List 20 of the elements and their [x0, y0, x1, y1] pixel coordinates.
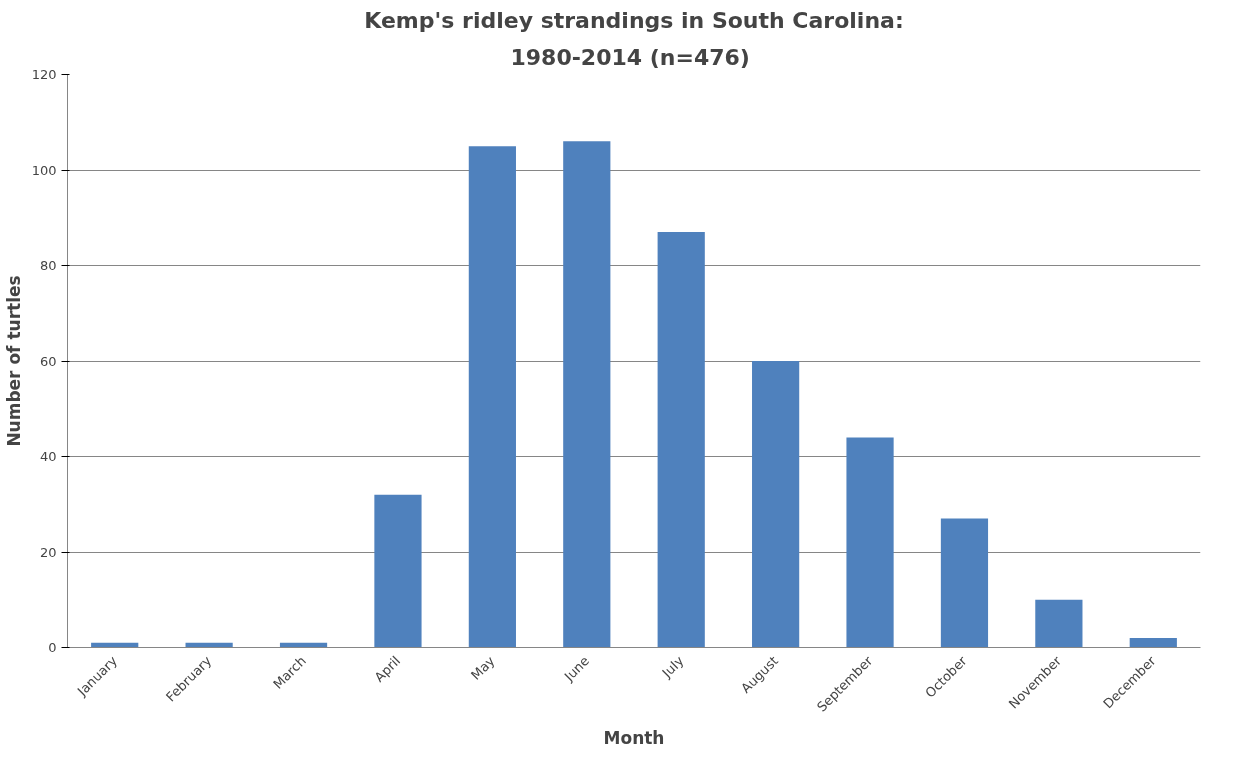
chart-title: Kemp's ridley strandings in South Carolina:	[364, 7, 904, 33]
bar	[940, 518, 989, 648]
y-tick-label: 40	[39, 449, 57, 464]
y-tick-label: 100	[31, 162, 57, 178]
bar	[563, 141, 611, 648]
bar	[374, 494, 422, 648]
bar	[468, 146, 516, 648]
y-tick-label: 120	[31, 67, 57, 82]
bar	[846, 437, 894, 648]
x-axis-title: Month	[603, 727, 665, 748]
y-tick-label: 60	[39, 353, 57, 369]
y-tick-label: 20	[39, 544, 57, 560]
y-axis-title: Number of turtles	[3, 275, 24, 447]
bar	[1035, 599, 1083, 648]
y-tick-label: 0	[48, 640, 57, 655]
bar	[752, 361, 800, 648]
chart-subtitle: 1980-2014 (n=476)	[510, 44, 750, 70]
bar	[657, 232, 705, 648]
y-tick-label: 80	[39, 258, 57, 273]
bar	[1129, 637, 1177, 648]
